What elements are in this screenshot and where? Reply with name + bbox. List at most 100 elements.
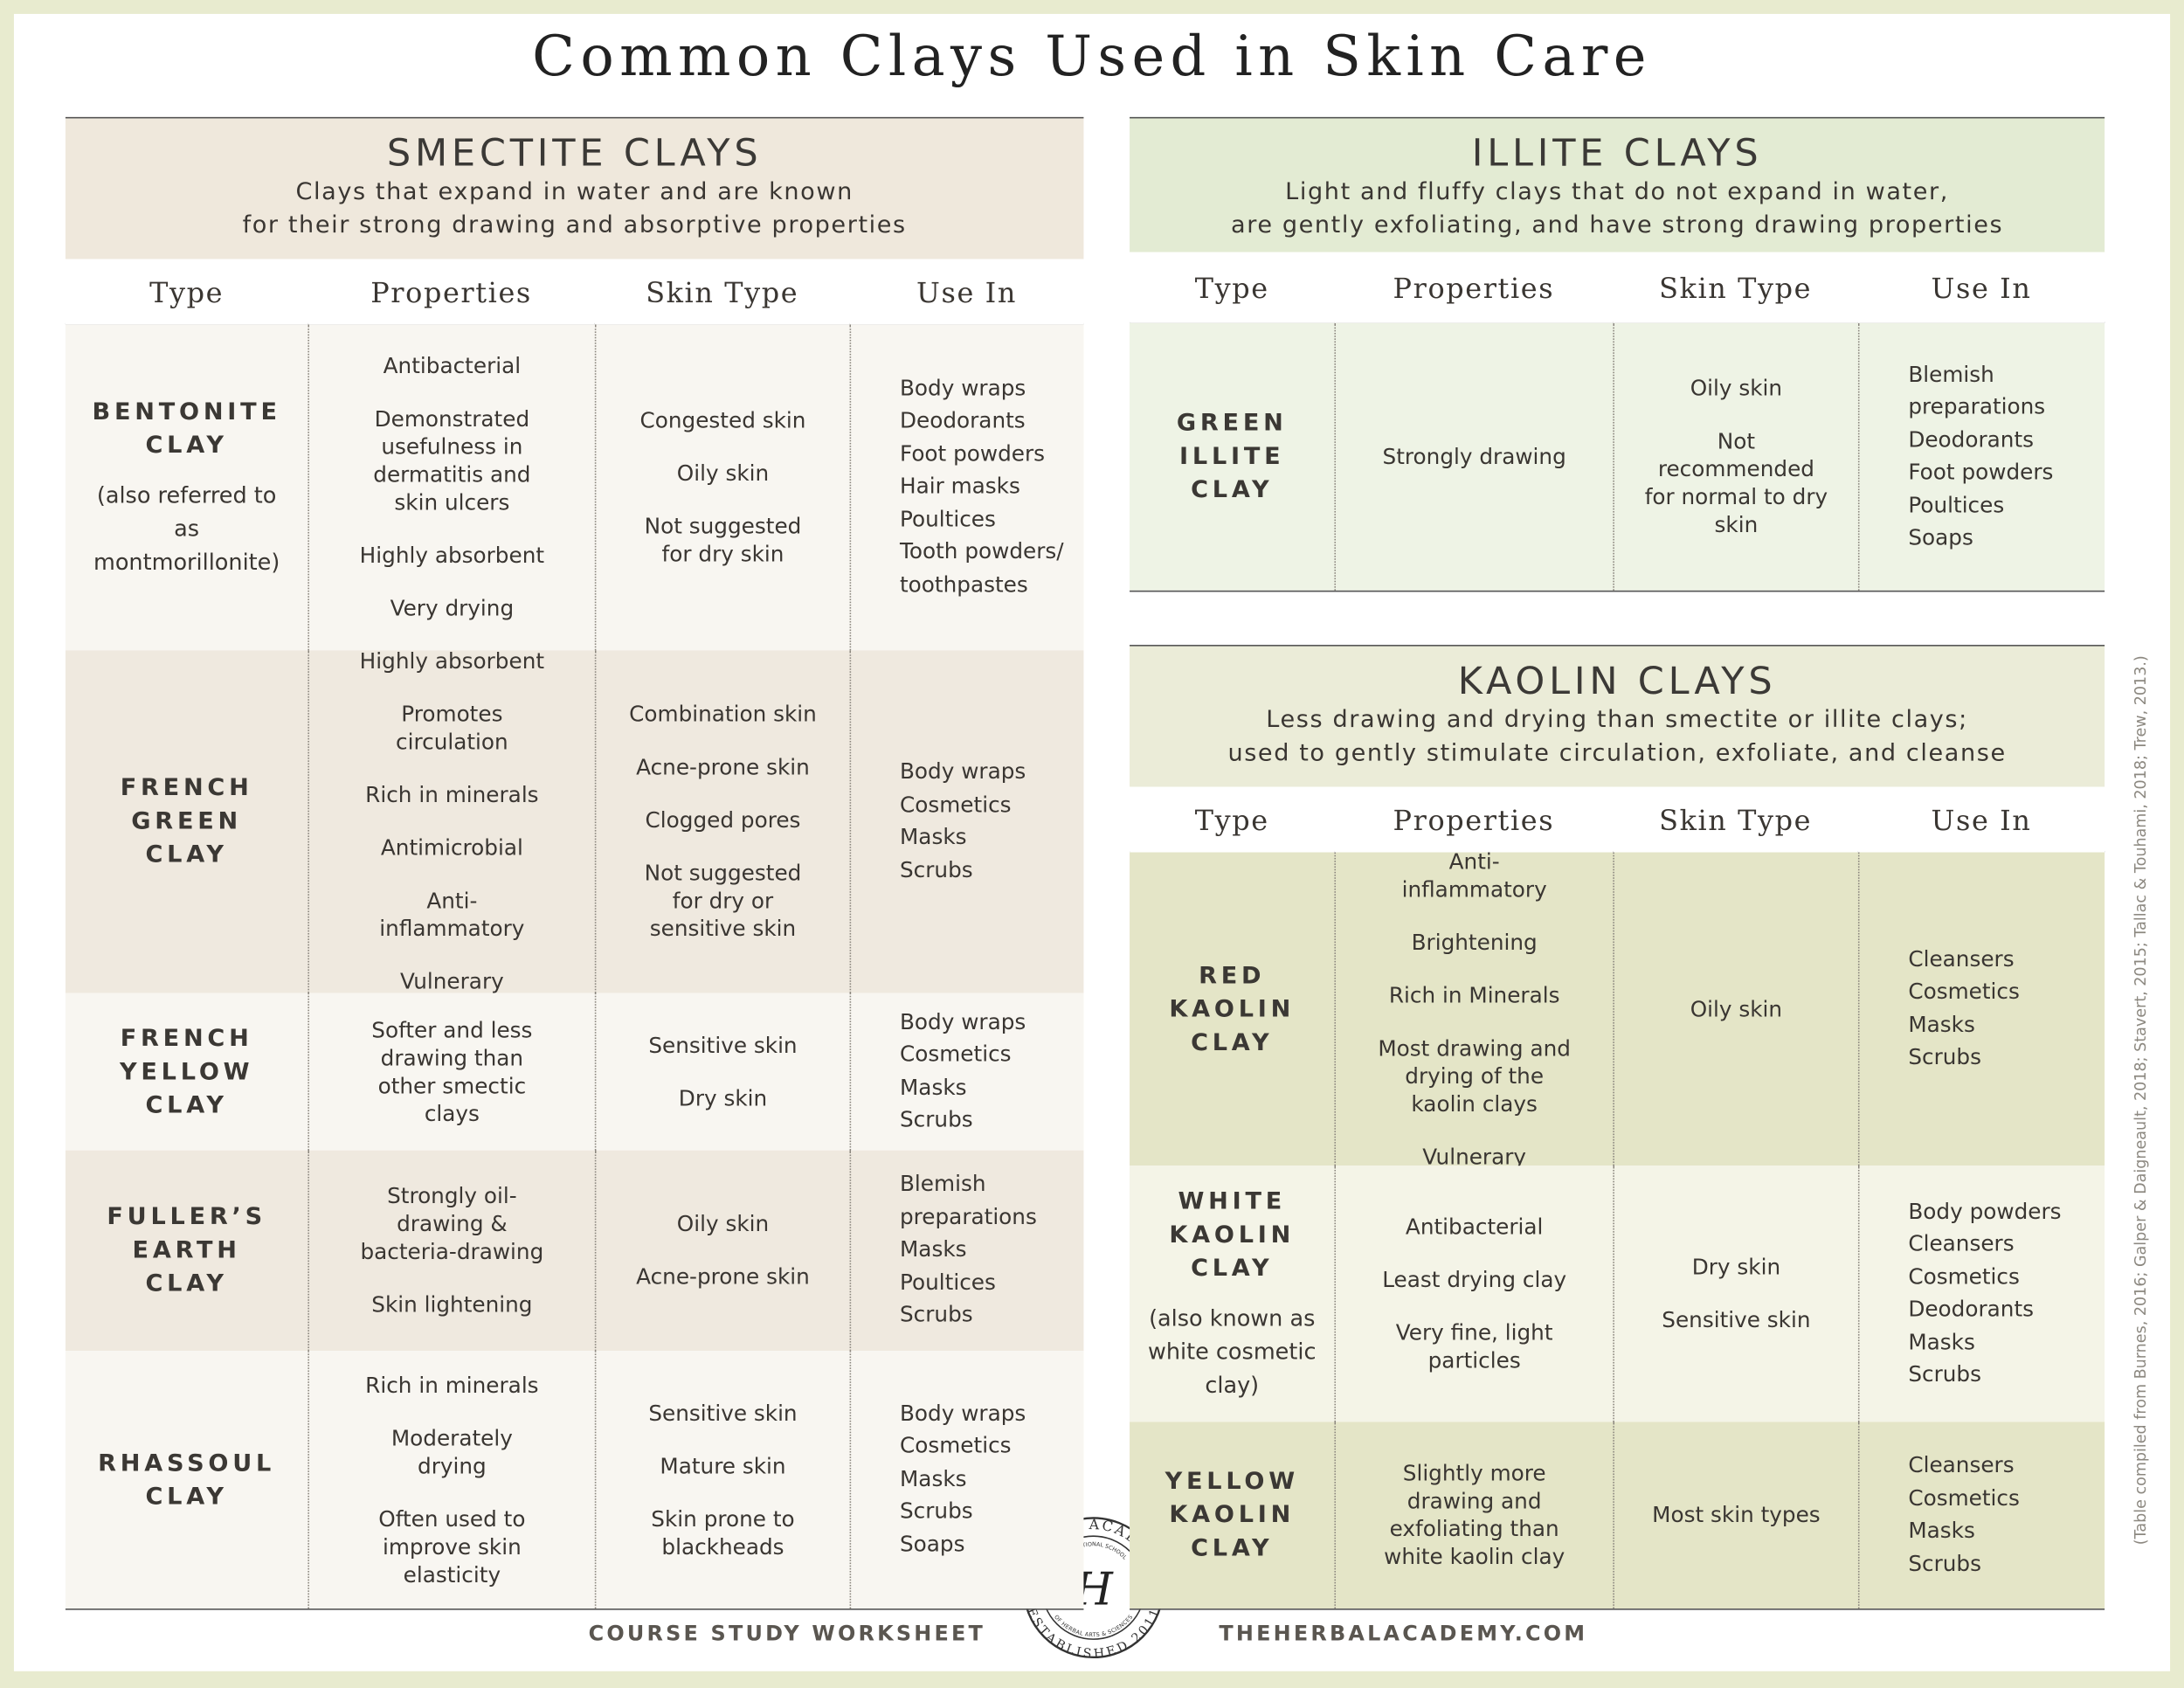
use-in-item: Tooth powders/ toothpastes (899, 539, 1064, 598)
type-cell: RHASSOUL CLAY (66, 1351, 308, 1608)
table-row (65, 1351, 1084, 1609)
column-header: Use In (1857, 786, 2105, 853)
skin-type-cell: Oily skin (1613, 852, 1858, 1166)
skin-type-item: Not recommended for normal to dry skin (1644, 428, 1828, 538)
clay-note: (also referred to as montmorillonite) (93, 481, 280, 576)
skin-type-item: Acne-prone skin (636, 1264, 810, 1290)
use-in-item: Blemish preparations (1908, 361, 2046, 419)
column-header: Type (65, 259, 308, 325)
table-row (1130, 1422, 2105, 1609)
skin-type-item: Clogged pores (645, 807, 801, 834)
section-header: ILLITE CLAYS Light and fluffy clays that … (1130, 116, 2105, 253)
section-heading: KAOLIN CLAYS (1457, 660, 1777, 703)
clay-name: FULLER’S EARTH CLAY (107, 1203, 266, 1298)
properties-item: Anti-inflammatory (379, 888, 525, 942)
clay-name: YELLOW KAOLIN CLAY (1165, 1468, 1299, 1563)
use-in-cell: Blemish preparations Masks Poultices Scrubs (849, 1150, 1084, 1352)
properties-item: Moderately drying (390, 1425, 513, 1479)
skin-type-cell: Combination skin Acne-prone skin Clogged p… (594, 650, 850, 993)
properties-cell: Anti-inflammatory Brightening Rich in Mine… (1334, 849, 1613, 1169)
use-in-item: Masks (899, 1466, 967, 1491)
properties-item: Demonstrated usefulness in dermatitis an… (373, 406, 531, 515)
use-in-item: Deodorants (1908, 1297, 2035, 1322)
clay-name: GREEN ILLITE CLAY (1176, 409, 1288, 505)
use-in-item: Blemish preparations (899, 1171, 1037, 1230)
use-in-item: Cosmetics (1908, 1485, 2020, 1511)
skin-type-item: Oily skin (1690, 376, 1783, 402)
section-heading: SMECTITE CLAYS (386, 132, 763, 176)
skin-type-item: Oily skin (1690, 996, 1783, 1022)
type-cell: FRENCH GREEN CLAY (66, 650, 308, 993)
table-row (1130, 1166, 2105, 1422)
use-in-item: Soaps (899, 1532, 965, 1557)
skin-type-item: Mature skin (660, 1453, 786, 1479)
section-description: Clays that expand in water and are known (295, 178, 854, 206)
clay-name: BENTONITE CLAY (92, 398, 281, 460)
properties-item: Slightly more drawing and exfoliating th… (1384, 1461, 1565, 1570)
properties-item: Most drawing and drying of the kaolin cl… (1378, 1035, 1571, 1117)
clay-name: FRENCH GREEN CLAY (120, 774, 253, 869)
skin-type-cell: Sensitive skin Dry skin (594, 993, 850, 1151)
use-in-item: Scrubs (1908, 1361, 1982, 1387)
use-in-cell: Blemish preparations Deodorants Foot powde… (1857, 322, 2105, 591)
properties-item: Rich in Minerals (1388, 982, 1560, 1008)
use-in-item: Soaps (1908, 524, 1973, 550)
skin-type-item: Sensitive skin (1662, 1307, 1811, 1333)
skin-type-item: Combination skin (629, 702, 817, 728)
use-in-item: Masks (899, 1074, 967, 1100)
properties-item: Vulnerary (400, 969, 504, 995)
section-bottom-rule (1130, 590, 2105, 592)
table-row (1130, 322, 2105, 591)
properties-cell: Antibacterial Demonstrated usefulness in … (308, 324, 594, 651)
use-in-item: Poultices (899, 506, 996, 532)
use-in-item: Hair masks (899, 474, 1020, 500)
footer-right: THEHERBALACADEMY.COM (1219, 1621, 1588, 1647)
table-row (65, 650, 1084, 993)
use-in-item: Cosmetics (899, 1041, 1012, 1068)
skin-type-item: Skin prone to blackheads (651, 1505, 795, 1560)
section-header: SMECTITE CLAYS Clays that expand in water… (65, 116, 1084, 259)
properties-item: Anti-inflammatory (1401, 848, 1547, 903)
use-in-item: Poultices (899, 1269, 996, 1296)
use-in-item: Cleansers (1908, 1231, 2015, 1256)
use-in-item: Masks (1908, 1518, 1975, 1544)
type-cell: FRENCH YELLOW CLAY (66, 993, 308, 1151)
clay-name: FRENCH YELLOW CLAY (119, 1024, 254, 1119)
use-in-item: Scrubs (899, 1302, 973, 1328)
properties-item: Rich in minerals (365, 1372, 539, 1398)
skin-type-cell: Most skin types (1613, 1422, 1858, 1609)
section-bottom-rule (65, 1608, 1084, 1610)
skin-type-cell: Oily skin Acne-prone skin (594, 1150, 850, 1352)
use-in-item: Masks (1908, 1012, 1975, 1037)
properties-item: Vulnerary (1422, 1144, 1527, 1170)
properties-item: Least drying clay (1382, 1267, 1567, 1293)
use-in-item: Body wraps (899, 1008, 1026, 1034)
column-header: Use In (849, 259, 1084, 325)
use-in-item: Scrubs (899, 857, 973, 882)
footer-left: COURSE STUDY WORKSHEET (588, 1621, 986, 1647)
use-in-item: Poultices (1908, 492, 2005, 518)
column-header: Type (1130, 786, 1335, 853)
section-heading: ILLITE CLAYS (1471, 132, 1763, 176)
section-description: Less drawing and drying than smectite or… (1266, 706, 1968, 735)
properties-cell: Strongly oil-drawing & bacteria-drawing S… (308, 1150, 594, 1352)
properties-cell: Antibacterial Least drying clay Very fine,… (1334, 1166, 1613, 1422)
page-title: Common Clays Used in Skin Care (532, 24, 1652, 90)
table-row (65, 993, 1084, 1151)
skin-type-item: Acne-prone skin (636, 754, 810, 780)
skin-type-item: Sensitive skin (648, 1032, 798, 1058)
skin-type-item: Oily skin (676, 1211, 770, 1237)
use-in-item: Scrubs (1908, 1044, 1982, 1070)
section-description: are gently exfoliating, and have strong … (1231, 211, 2004, 240)
use-in-cell: Cleansers Cosmetics Masks Scrubs (1857, 1422, 2105, 1609)
properties-cell: Softer and less drawing than other smect… (308, 993, 594, 1151)
properties-item: Antibacterial (1405, 1214, 1544, 1240)
use-in-item: Cleansers (1908, 1452, 2015, 1478)
properties-item: Highly absorbent (359, 648, 545, 675)
use-in-item: Cosmetics (1908, 979, 2020, 1005)
column-header: Properties (308, 259, 595, 325)
type-cell: BENTONITE CLAY (also referred to as montm… (66, 324, 308, 650)
properties-item: Highly absorbent (359, 543, 545, 569)
use-in-item: Cosmetics (899, 792, 1012, 817)
use-in-cell: Cleansers Cosmetics Masks Scrubs (1857, 852, 2105, 1166)
